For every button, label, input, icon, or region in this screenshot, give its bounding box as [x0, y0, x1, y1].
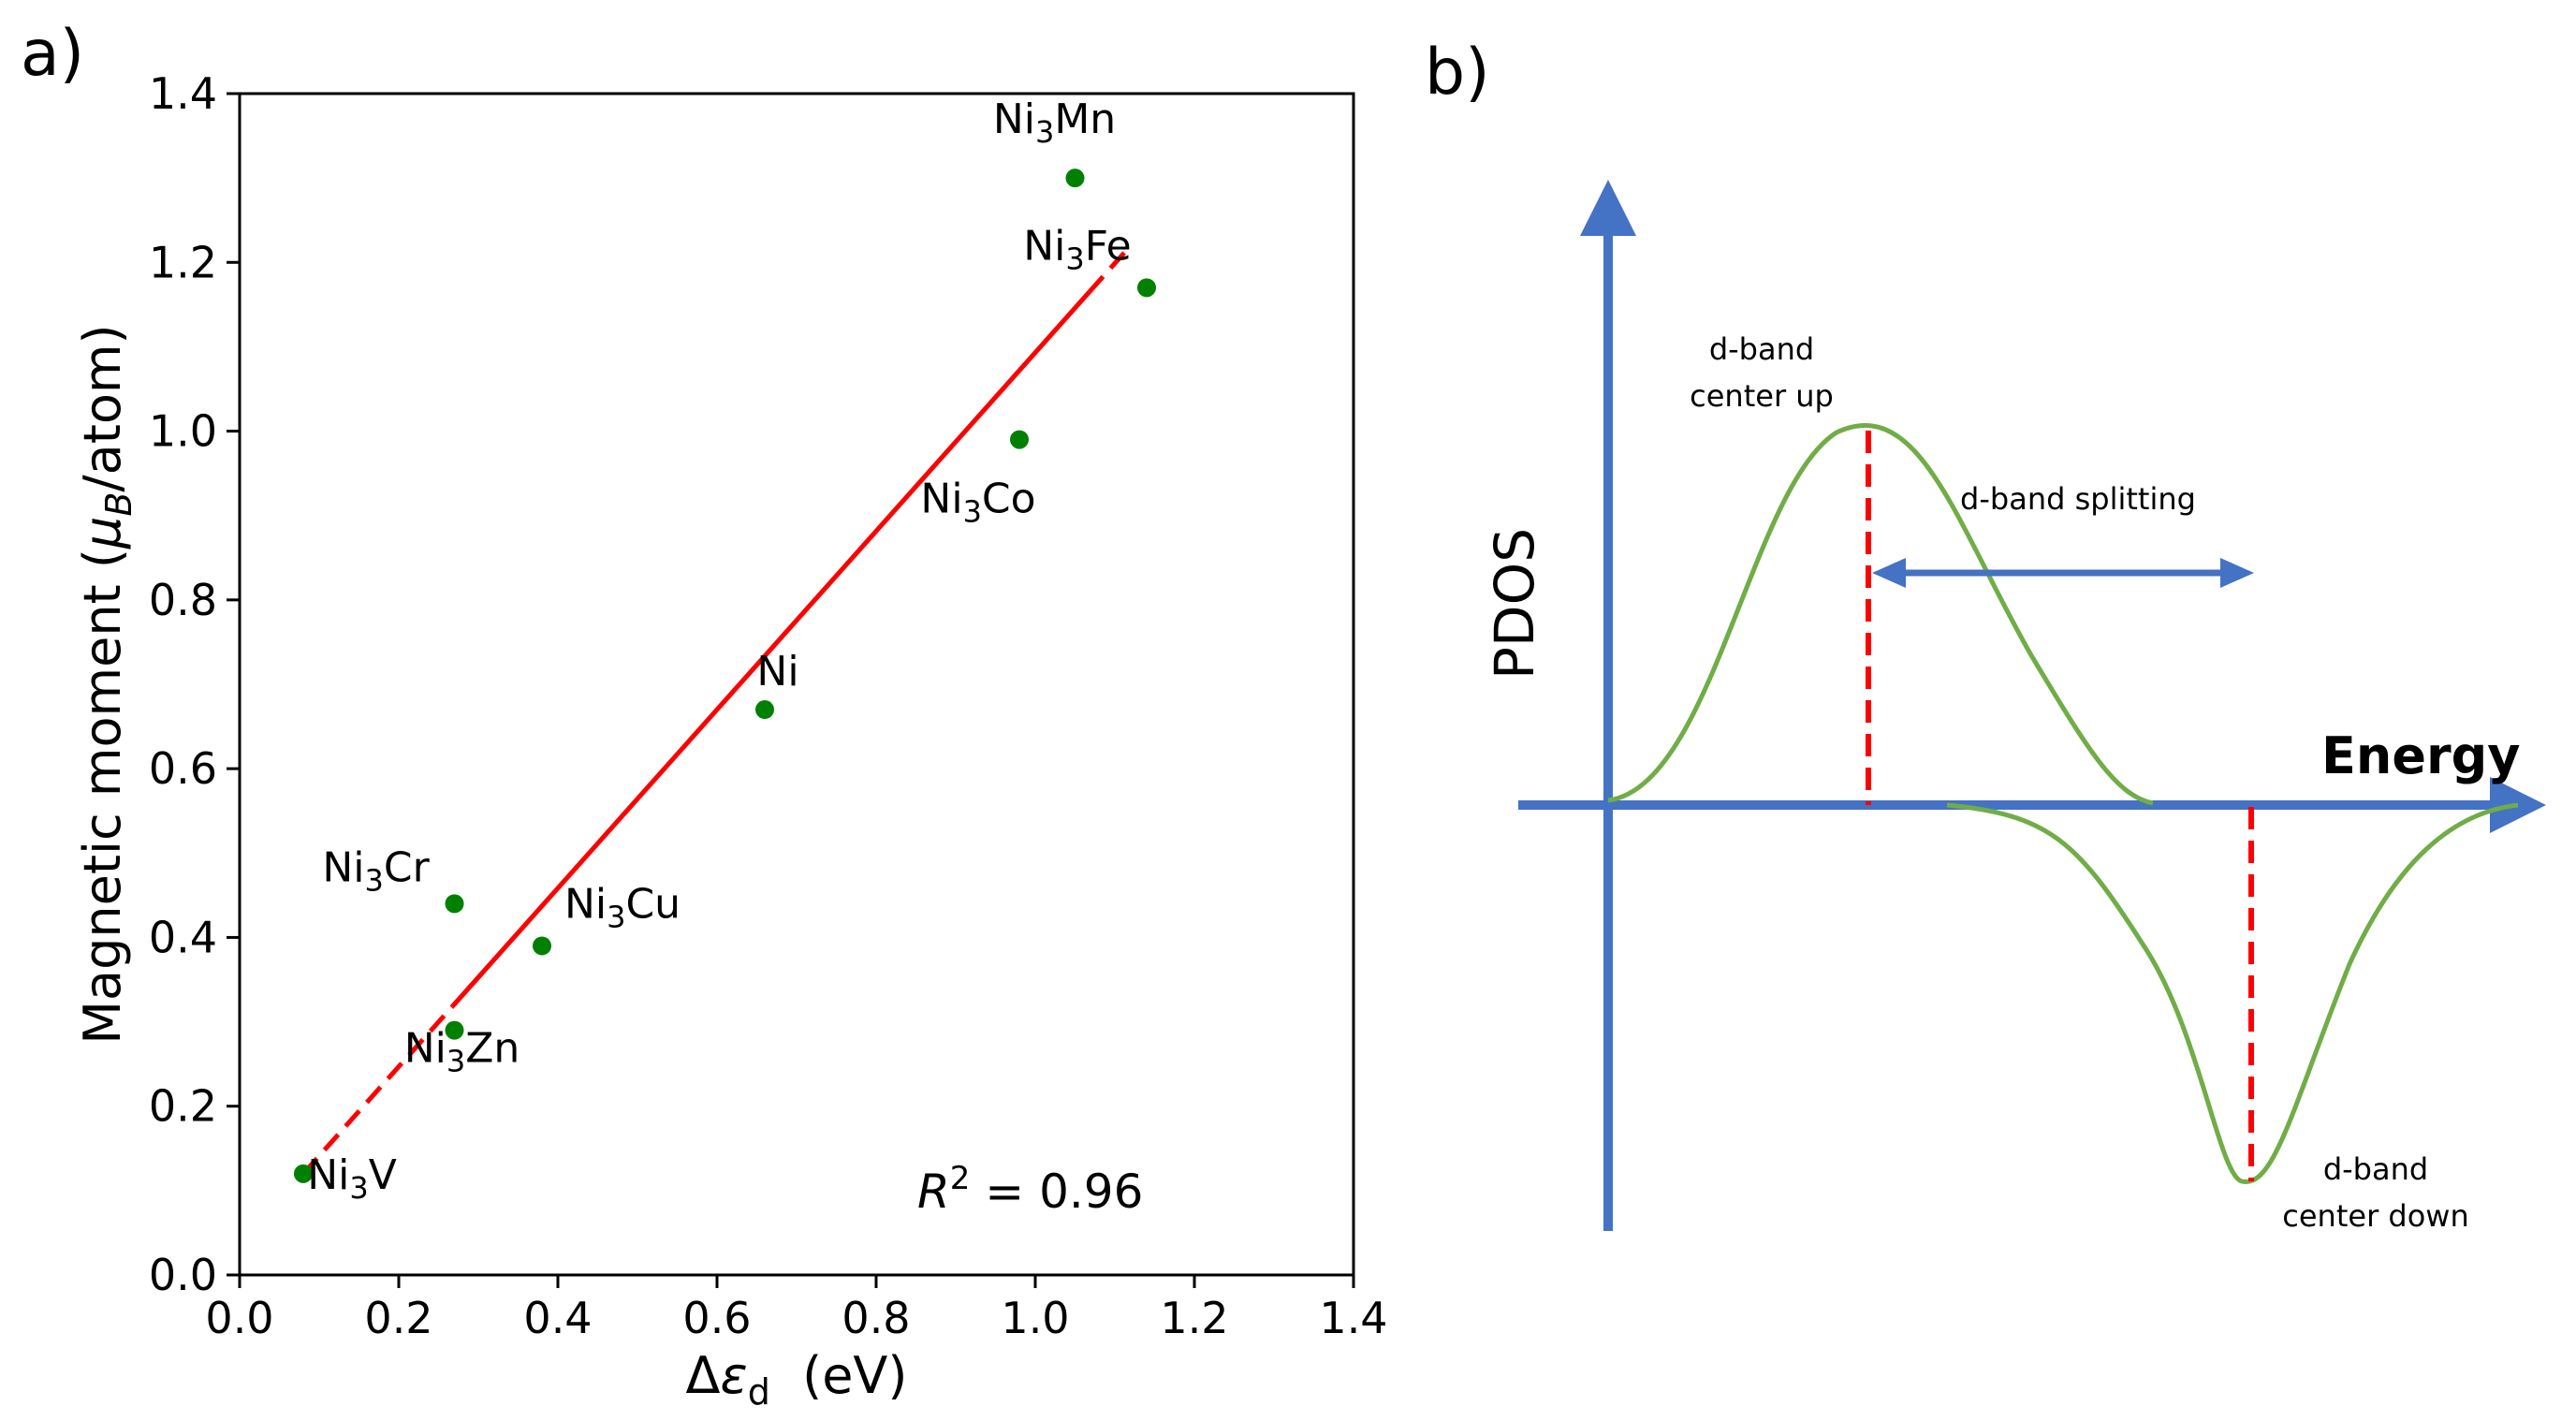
- spin-down-curve: [1946, 802, 2519, 1184]
- point-label-ni3v: Ni3V: [307, 1151, 397, 1206]
- point-label-ni: Ni: [756, 648, 798, 696]
- splitting-arrow-left-head: [1872, 558, 1906, 588]
- point-ni3co: [1010, 430, 1029, 449]
- point-ni3mn: [1065, 168, 1085, 188]
- x-tick-label: 0.6: [682, 1293, 751, 1343]
- y-tick-label: 1.0: [149, 406, 217, 457]
- fit-line-segment: [301, 1004, 454, 1176]
- y-tick-label: 0.8: [149, 575, 217, 625]
- panel-b-schematic: b) PDOS Energy d-band center up d-band s…: [1425, 36, 2546, 1234]
- point-ni3cu: [533, 936, 551, 956]
- panel-a-label: a): [21, 17, 84, 91]
- energy-axis-label: Energy: [2321, 726, 2520, 785]
- data-points: [294, 168, 1156, 1183]
- center-up-label-line1: d-band: [1709, 331, 1814, 367]
- x-tick-label: 0.0: [205, 1293, 273, 1343]
- splitting-label: d-band splitting: [1960, 481, 2196, 517]
- panel-a-scatter: a) 0.0 0.2 0.4 0.6 0.8 1.0 1.2 1.4 0.0 0.2 0.4 0.6…: [21, 17, 1388, 1413]
- x-tick-label: 0.4: [523, 1293, 592, 1343]
- x-ticks: 0.0 0.2 0.4 0.6 0.8 1.0 1.2 1.4: [205, 1275, 1388, 1343]
- splitting-arrow-right-head: [2220, 558, 2254, 588]
- panel-b-label: b): [1425, 36, 1490, 110]
- y-ticks: 0.0 0.2 0.4 0.6 0.8 1.0 1.2 1.4: [149, 68, 240, 1300]
- fit-line: [301, 243, 1133, 1176]
- point-label-ni3fe: Ni3Fe: [1023, 222, 1131, 276]
- x-tick-label: 0.2: [364, 1293, 432, 1343]
- point-ni3cr: [445, 894, 464, 914]
- r-squared-label: R2 = 0.96: [917, 1160, 1143, 1219]
- y-tick-label: 0.0: [149, 1250, 217, 1300]
- x-tick-label: 1.0: [1001, 1293, 1069, 1343]
- point-label-ni3cr: Ni3Cr: [322, 843, 430, 898]
- y-tick-label: 1.4: [149, 68, 217, 119]
- y-axis-label: Magnetic moment (μB/atom): [73, 324, 139, 1044]
- y-tick-label: 0.4: [149, 912, 217, 962]
- spin-up-curve: [1607, 423, 2154, 806]
- point-label-ni3zn: Ni3Zn: [404, 1025, 520, 1079]
- x-tick-label: 0.8: [842, 1293, 910, 1343]
- y-tick-label: 1.2: [149, 237, 217, 287]
- center-up-label-line2: center up: [1690, 378, 1834, 414]
- fit-line-segment: [1087, 243, 1133, 294]
- fit-line-segment: [450, 290, 1091, 1009]
- x-tick-label: 1.4: [1319, 1293, 1387, 1343]
- plot-frame: [238, 92, 1355, 1277]
- x-tick-label: 1.2: [1160, 1293, 1228, 1343]
- y-tick-label: 0.2: [149, 1081, 217, 1132]
- point-label-ni3cu: Ni3Cu: [564, 880, 681, 934]
- x-axis-label: Δεd (eV): [686, 1346, 908, 1413]
- point-ni: [755, 700, 774, 720]
- point-label-ni3mn: Ni3Mn: [993, 95, 1116, 150]
- point-label-ni3co: Ni3Co: [920, 476, 1035, 530]
- point-labels: Ni3Mn Ni3Fe Ni3Co Ni Ni3Cr Ni3Cu Ni3Zn Ni3V: [307, 95, 1132, 1206]
- center-down-label-line1: d-band: [2323, 1151, 2428, 1187]
- point-ni3v: [294, 1164, 313, 1183]
- point-ni3fe: [1137, 278, 1156, 298]
- point-ni3zn: [445, 1020, 464, 1040]
- center-down-label-line2: center down: [2282, 1198, 2468, 1234]
- y-tick-label: 0.6: [149, 743, 217, 794]
- pdos-axis-label: PDOS: [1483, 528, 1546, 680]
